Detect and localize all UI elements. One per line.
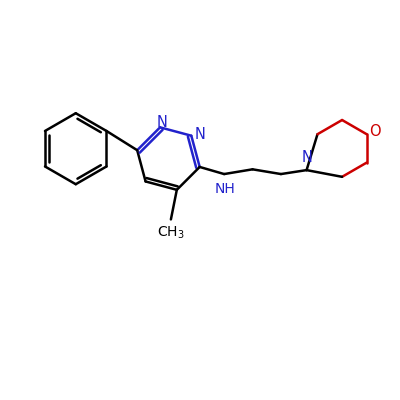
Text: CH$_3$: CH$_3$ — [157, 224, 185, 240]
Text: N: N — [302, 150, 312, 165]
Text: N: N — [156, 115, 167, 130]
Text: N: N — [194, 128, 206, 142]
Text: O: O — [370, 124, 381, 138]
Text: NH: NH — [214, 182, 235, 196]
